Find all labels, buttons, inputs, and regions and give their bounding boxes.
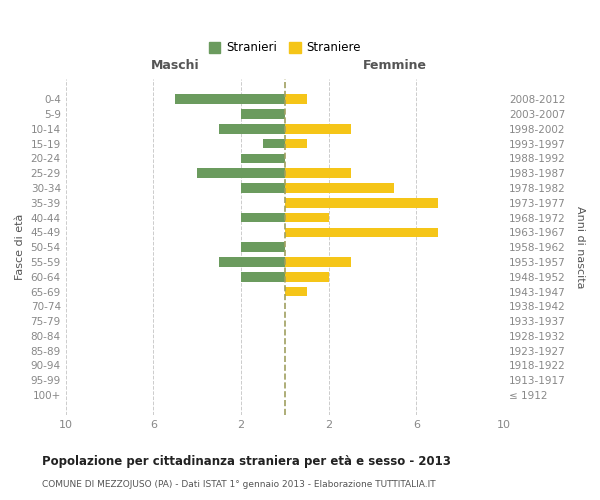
Text: Popolazione per cittadinanza straniera per età e sesso - 2013: Popolazione per cittadinanza straniera p… (42, 455, 451, 468)
Bar (285, 286, 307, 296)
Bar (285, 213, 329, 222)
Bar (285, 272, 329, 281)
Bar (285, 257, 350, 266)
Y-axis label: Fasce di età: Fasce di età (15, 214, 25, 280)
Bar (219, 257, 285, 266)
Legend: Stranieri, Straniere: Stranieri, Straniere (209, 42, 361, 54)
Bar (285, 228, 438, 237)
Text: COMUNE DI MEZZOJUSO (PA) - Dati ISTAT 1° gennaio 2013 - Elaborazione TUTTITALIA.: COMUNE DI MEZZOJUSO (PA) - Dati ISTAT 1°… (42, 480, 436, 489)
Bar (241, 154, 285, 163)
Bar (285, 139, 307, 148)
Bar (285, 183, 394, 193)
Bar (263, 139, 285, 148)
Bar (285, 198, 438, 207)
Bar (241, 242, 285, 252)
Bar (241, 213, 285, 222)
Bar (285, 168, 350, 178)
Bar (197, 168, 285, 178)
Bar (219, 124, 285, 134)
Text: Maschi: Maschi (151, 60, 200, 72)
Bar (241, 109, 285, 119)
Bar (241, 272, 285, 281)
Bar (175, 94, 285, 104)
Y-axis label: Anni di nascita: Anni di nascita (575, 206, 585, 288)
Bar (241, 183, 285, 193)
Bar (285, 124, 350, 134)
Text: Femmine: Femmine (362, 60, 427, 72)
Bar (285, 94, 307, 104)
